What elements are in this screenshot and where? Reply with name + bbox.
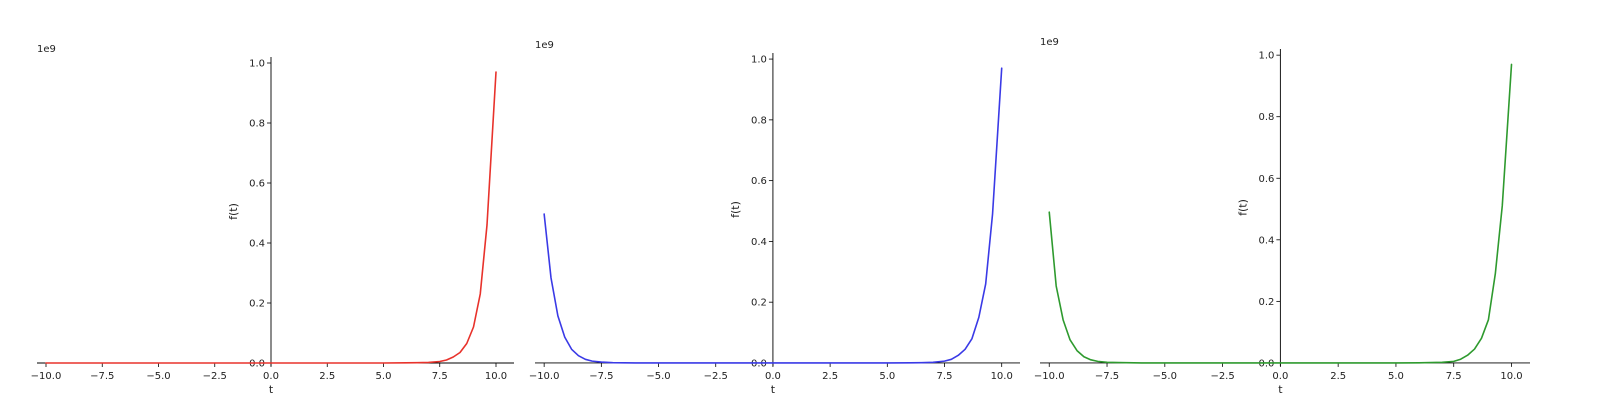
y-tick-label: 0.8 [751, 115, 767, 126]
y-tick-label: 0.4 [1258, 235, 1274, 246]
chart-panel-3: −10.0 −7.5 −5.0 −2.5 0.0 2.5 5.0 7.5 10.0 0.0 0.2 0… [1034, 37, 1530, 396]
y-tick-label: 1.0 [249, 59, 265, 70]
y-tick-label: 0.2 [751, 298, 767, 309]
x-axis-label: t [1278, 383, 1283, 396]
y-tick-label: 0.0 [249, 359, 265, 370]
y-tick-label: 0.6 [1258, 174, 1274, 185]
y-offset-label: 1e9 [37, 44, 56, 55]
x-tick-label: −2.5 [203, 371, 227, 382]
x-tick-label: −7.5 [90, 371, 114, 382]
y-axis-label: f(t) [1236, 199, 1249, 216]
x-tick-label: 2.5 [1330, 371, 1346, 382]
x-tick-label: −7.5 [589, 371, 613, 382]
x-tick-label: 5.0 [376, 371, 392, 382]
y-tick-label: 0.8 [249, 119, 265, 130]
x-tick-label: −10.0 [529, 371, 560, 382]
x-tick-label: 0.0 [263, 371, 279, 382]
y-tick-label: 0.4 [751, 237, 767, 248]
x-tick-label: −5.0 [646, 371, 670, 382]
y-offset-label: 1e9 [535, 40, 554, 51]
x-tick-label: 10.0 [1500, 371, 1522, 382]
y-axis-label: f(t) [729, 201, 742, 218]
chart-panel-1: −10.0 −7.5 −5.0 −2.5 0.0 2.5 5.0 7.5 10.0 0.0 0.2 0… [31, 44, 514, 396]
y-tick-label: 1.0 [1258, 51, 1274, 62]
x-tick-label: 2.5 [822, 371, 838, 382]
y-axis-label: f(t) [227, 203, 240, 220]
x-tick-label: −10.0 [1034, 371, 1065, 382]
x-tick-label: 5.0 [879, 371, 895, 382]
x-tick-label: 10.0 [485, 371, 507, 382]
y-tick-label: 0.0 [1258, 358, 1274, 369]
x-tick-label: 2.5 [319, 371, 335, 382]
x-tick-label: −2.5 [1210, 371, 1234, 382]
x-axis-label: t [771, 383, 776, 396]
chart-panel-2: −10.0 −7.5 −5.0 −2.5 0.0 2.5 5.0 7.5 10.0 0.0 0.2 0… [529, 40, 1020, 396]
x-tick-label: 5.0 [1388, 371, 1404, 382]
x-tick-label: −5.0 [146, 371, 170, 382]
x-tick-label: −10.0 [31, 371, 62, 382]
x-tick-label: 0.0 [765, 371, 781, 382]
y-tick-label: 0.0 [751, 358, 767, 369]
x-tick-label: 7.5 [432, 371, 448, 382]
y-offset-label: 1e9 [1040, 37, 1059, 48]
x-tick-label: 7.5 [937, 371, 953, 382]
x-tick-label: 10.0 [991, 371, 1013, 382]
series-line [1048, 63, 1513, 364]
y-tick-label: 0.6 [249, 179, 265, 190]
x-axis-label: t [269, 383, 274, 396]
y-tick-label: 0.4 [249, 239, 265, 250]
x-tick-label: −5.0 [1153, 371, 1177, 382]
series-line [543, 67, 1003, 364]
series-line [45, 71, 497, 364]
y-tick-label: 0.2 [249, 299, 265, 310]
x-tick-label: 7.5 [1446, 371, 1462, 382]
y-tick-label: 0.8 [1258, 112, 1274, 123]
x-tick-label: −7.5 [1095, 371, 1119, 382]
x-tick-label: 0.0 [1272, 371, 1288, 382]
y-tick-label: 0.2 [1258, 297, 1274, 308]
y-tick-label: 0.6 [751, 176, 767, 187]
x-tick-label: −2.5 [704, 371, 728, 382]
y-tick-label: 1.0 [751, 55, 767, 66]
